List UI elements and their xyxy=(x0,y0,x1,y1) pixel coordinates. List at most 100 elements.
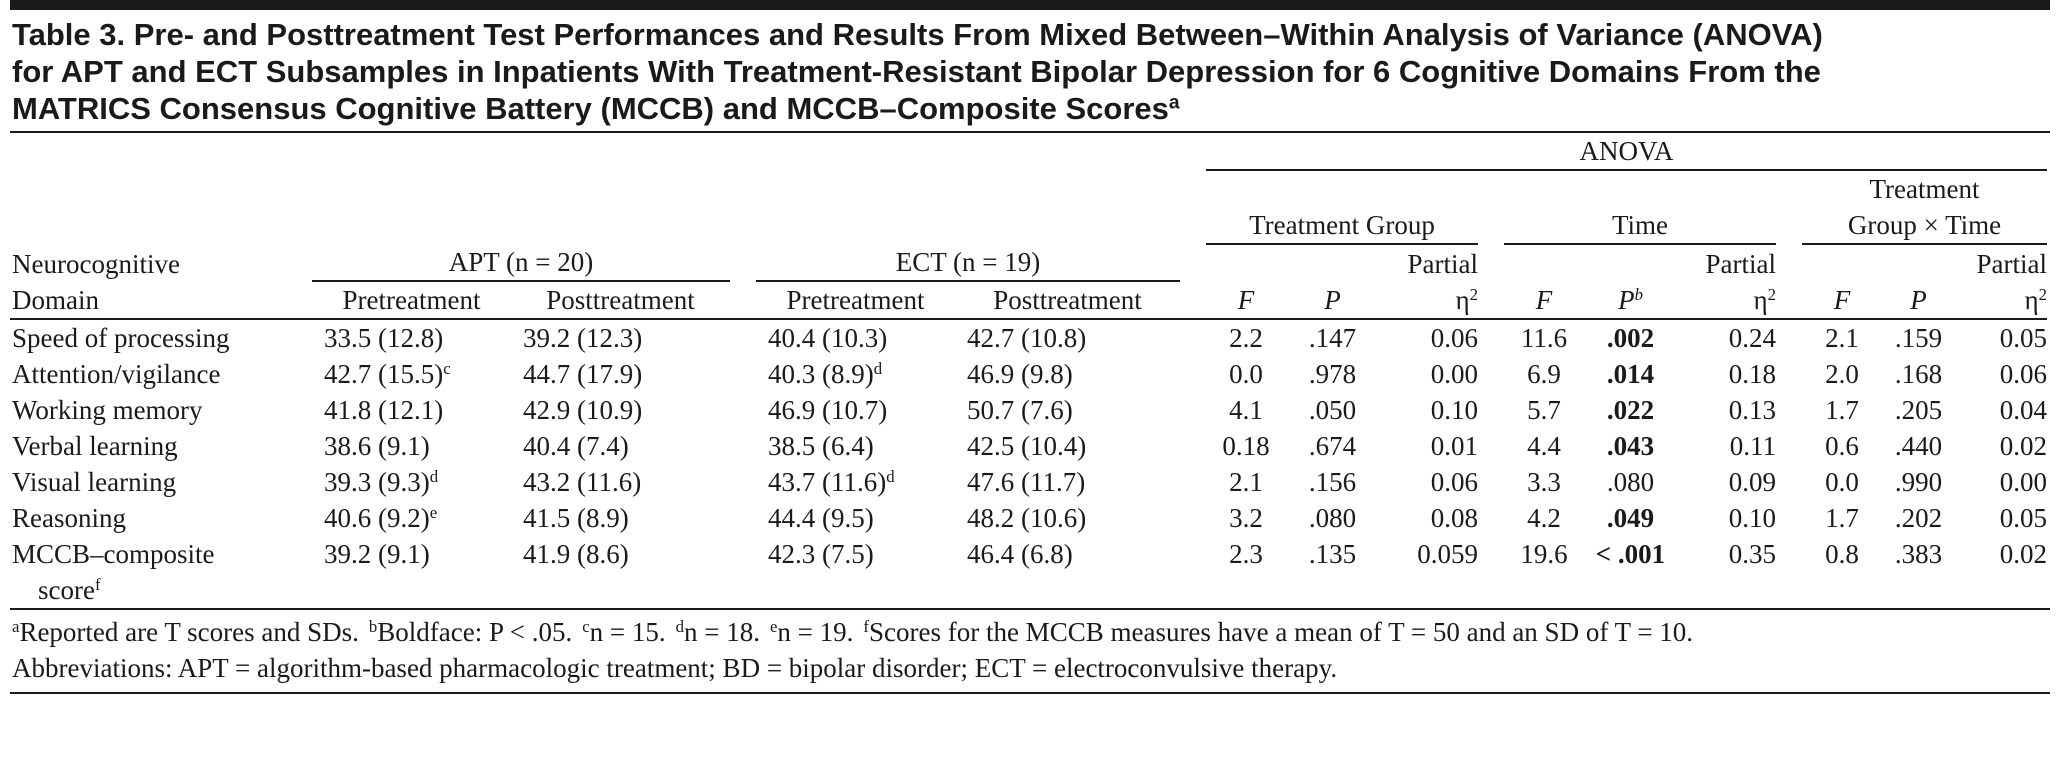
cell: 5.7 xyxy=(1504,392,1584,428)
cell: .159 xyxy=(1882,319,1955,356)
table-body: Speed of processing 33.5 (12.8) 39.2 (12.3… xyxy=(10,319,2047,608)
table-figure: Table 3. Pre- and Posttreatment Test Per… xyxy=(10,0,2050,694)
cell: Pretreatment xyxy=(756,281,955,320)
value: 4.2 xyxy=(1527,503,1561,533)
cell: 0.01 xyxy=(1379,428,1478,464)
value: 39.3 (9.3) xyxy=(324,467,430,497)
footnote-line: aReported are T scores and SDs. bBoldface… xyxy=(12,614,2050,650)
value: .990 xyxy=(1894,467,1943,497)
domain-label: Working memory xyxy=(12,395,203,425)
footnote-text: n = 15. xyxy=(589,617,666,647)
cell: .990 xyxy=(1882,464,1955,500)
value: 0.06 xyxy=(1430,467,1478,497)
value: .050 xyxy=(1308,395,1357,425)
cell xyxy=(1180,428,1206,464)
cell: 0.6 xyxy=(1802,428,1882,464)
header-row: Pretreatment Posttreatment Pretreatment Pos… xyxy=(10,281,2047,320)
value: 0.18 xyxy=(1728,359,1776,389)
cell: 0.02 xyxy=(1955,428,2047,464)
group-header-line: Treatment Group xyxy=(1249,210,1435,240)
cell: 44.7 (17.9) xyxy=(511,356,730,392)
title-text-line: for APT and ECT Subsamples in Inpatients… xyxy=(12,54,1821,89)
value: 11.6 xyxy=(1520,323,1568,353)
cell: 40.4 (10.3) xyxy=(756,319,955,356)
cell xyxy=(1776,536,1802,608)
footnote: aReported are T scores and SDs. xyxy=(12,617,359,647)
value-superscript: d xyxy=(886,466,895,486)
stat-header: η xyxy=(1753,285,1768,315)
domain-label-line: score xyxy=(38,575,95,605)
value: 42.5 (10.4) xyxy=(967,431,1087,461)
value: 39.2 (12.3) xyxy=(523,323,643,353)
cell: 46.4 (6.8) xyxy=(955,536,1180,608)
domain-label-superscript: f xyxy=(94,574,101,594)
value: .080 xyxy=(1308,503,1357,533)
value: 3.3 xyxy=(1527,467,1561,497)
title-text-line: Table 3. Pre- and Posttreatment Test Per… xyxy=(12,17,1823,52)
value: 46.9 (9.8) xyxy=(967,359,1073,389)
cell: .674 xyxy=(1286,428,1379,464)
value: 40.4 (10.3) xyxy=(768,323,888,353)
cell xyxy=(1180,464,1206,500)
value: 42.9 (10.9) xyxy=(523,395,643,425)
cell: Verbal learning xyxy=(10,428,312,464)
cell: F xyxy=(1206,244,1286,320)
cell xyxy=(1776,244,1802,320)
value: .383 xyxy=(1894,539,1943,569)
footnote-marker: c xyxy=(582,616,590,636)
cell xyxy=(1478,319,1504,356)
value: .014 xyxy=(1606,359,1655,389)
table-header: ANOVA Treatment Group Time Treatment Group ×… xyxy=(10,133,2047,320)
value: 46.4 (6.8) xyxy=(967,539,1073,569)
cell: 0.10 xyxy=(1677,500,1776,536)
stat-header: F xyxy=(1833,285,1851,315)
cell: Visual learning xyxy=(10,464,312,500)
cell xyxy=(1776,356,1802,392)
stat-header-superscript: b xyxy=(1634,284,1643,304)
cell xyxy=(1478,170,1504,244)
value: 0.11 xyxy=(1729,431,1776,461)
value: 44.4 (9.5) xyxy=(768,503,874,533)
value: 4.1 xyxy=(1229,395,1263,425)
cell: 2.3 xyxy=(1206,536,1286,608)
cell: APT (n = 20) xyxy=(312,244,730,282)
cell: F xyxy=(1802,244,1882,320)
stat-header: η xyxy=(1455,285,1470,315)
cell: .147 xyxy=(1286,319,1379,356)
cell: 1.7 xyxy=(1802,392,1882,428)
stat-header-superscript: 2 xyxy=(1469,284,1478,304)
cell: .050 xyxy=(1286,392,1379,428)
cell: 0.11 xyxy=(1677,428,1776,464)
footnote-text: Boldface: P < .05. xyxy=(377,617,573,647)
cell: 33.5 (12.8) xyxy=(312,319,511,356)
abbreviations: Abbreviations: APT = algorithm-based pha… xyxy=(12,653,1338,683)
group-header-line: Group × Time xyxy=(1847,210,2002,240)
title-text-superscript: a xyxy=(1168,92,1180,114)
value: 33.5 (12.8) xyxy=(324,323,444,353)
anova-header: ANOVA xyxy=(1579,136,1674,166)
domain-label: Attention/vigilance xyxy=(12,359,221,389)
domain-header-line: Domain xyxy=(12,285,99,315)
cell: .014 xyxy=(1584,356,1677,392)
cell: 3.3 xyxy=(1504,464,1584,500)
value: 1.7 xyxy=(1825,395,1859,425)
value: 44.7 (17.9) xyxy=(523,359,643,389)
stat-header-line: Partial xyxy=(1976,249,2047,279)
cell: 48.2 (10.6) xyxy=(955,500,1180,536)
value: 48.2 (10.6) xyxy=(967,503,1087,533)
phase-header: Pretreatment xyxy=(786,285,925,315)
cell: 0.18 xyxy=(1677,356,1776,392)
value: 0.05 xyxy=(1999,323,2047,353)
cell xyxy=(730,428,756,464)
stat-header: F xyxy=(1535,285,1553,315)
cell: 42.7 (15.5)c xyxy=(312,356,511,392)
apt-header: APT (n = 20) xyxy=(448,247,594,277)
value: 0.00 xyxy=(1430,359,1478,389)
cell: 40.3 (8.9)d xyxy=(756,356,955,392)
value: 2.1 xyxy=(1825,323,1859,353)
cell: 38.6 (9.1) xyxy=(312,428,511,464)
cell: Speed of processing xyxy=(10,319,312,356)
cell: 0.09 xyxy=(1677,464,1776,500)
cell: Neurocognitive Domain xyxy=(10,244,312,320)
domain-label: Speed of processing xyxy=(12,323,230,353)
